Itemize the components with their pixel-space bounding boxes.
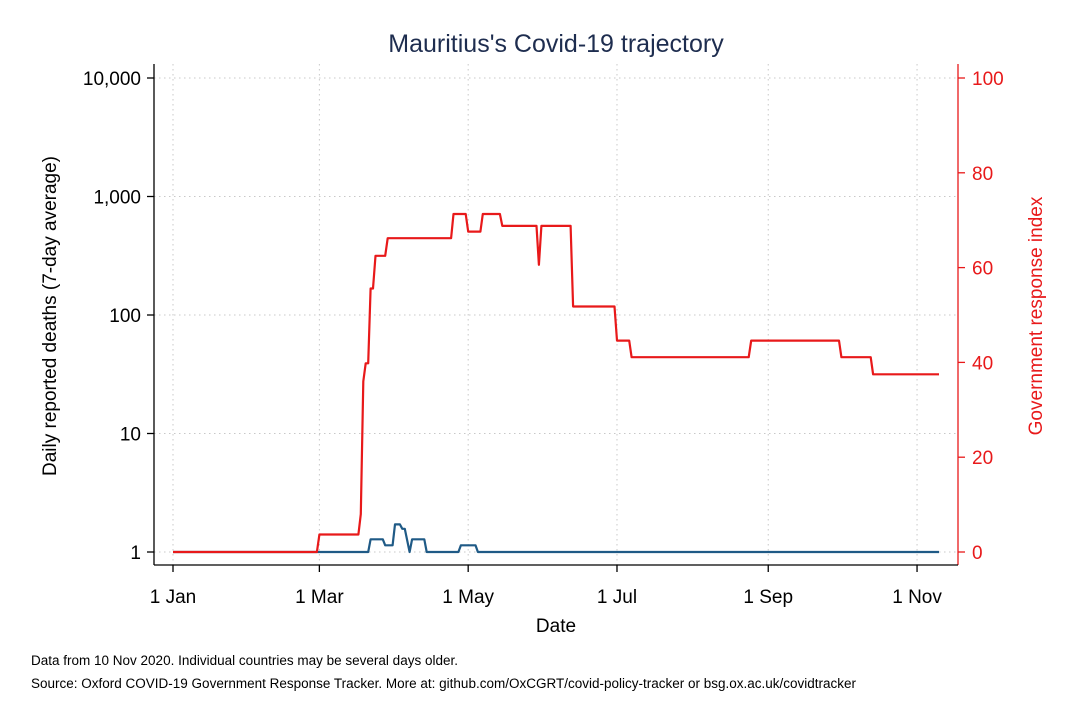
series-lines [173,212,939,554]
y-tick-label: 10 [120,425,141,446]
y-axis-label: Daily reported deaths (7-day average) [40,156,61,476]
source-note: Source: Oxford COVID-19 Government Respo… [31,676,857,691]
y-right-tick-label: 60 [972,259,993,280]
y-right-axis-label: Government response index [1026,196,1047,435]
y-right-tick-label: 20 [972,448,993,469]
data-note: Data from 10 Nov 2020. Individual countr… [31,653,458,668]
chart-title: Mauritius's Covid-19 trajectory [388,30,724,58]
x-tick-label: 1 Jul [597,587,637,608]
response-index-series-line [173,212,939,554]
y-right-axis-ticks: 0 20 40 60 80 100 [958,69,1004,564]
y-tick-label: 1,000 [93,188,141,209]
y-tick-label: 10,000 [83,69,141,90]
x-tick-label: 1 May [442,587,494,608]
y-tick-label: 100 [109,306,141,327]
y-right-tick-label: 0 [972,543,983,564]
x-axis-label: Date [536,616,576,637]
x-axis-ticks: 1 Jan 1 Mar 1 May 1 Jul 1 Sep 1 Nov [150,565,942,608]
y-right-tick-label: 40 [972,353,993,374]
y-right-tick-label: 80 [972,164,993,185]
x-tick-label: 1 Nov [892,587,942,608]
x-tick-label: 1 Sep [743,587,793,608]
x-tick-label: 1 Mar [295,587,344,608]
deaths-series-line [173,523,939,554]
y-axis-ticks: 1 10 100 1,000 10,000 [83,69,154,564]
y-right-tick-label: 100 [972,69,1004,90]
x-tick-label: 1 Jan [150,587,196,608]
y-tick-label: 1 [130,543,141,564]
grid-lines [154,64,958,565]
